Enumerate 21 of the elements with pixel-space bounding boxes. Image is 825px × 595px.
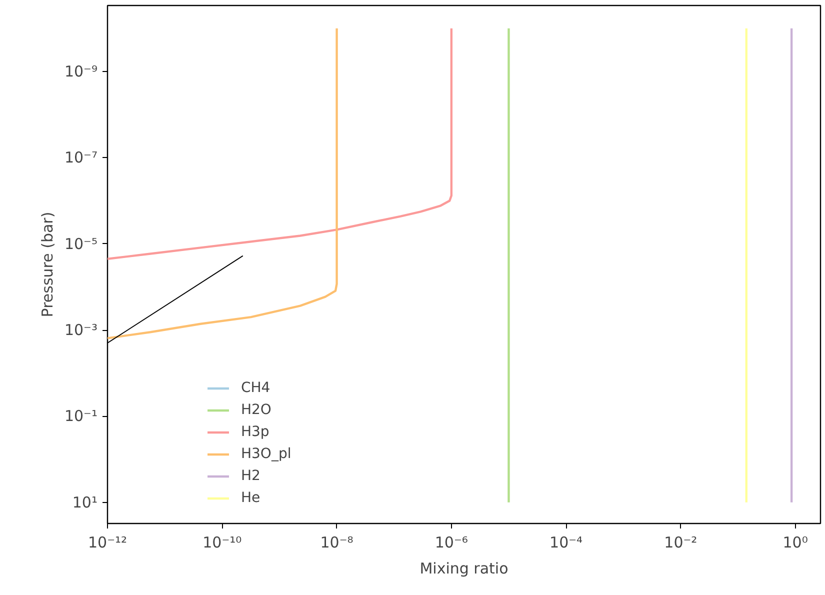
y-tick-label: 10⁻³: [64, 321, 98, 340]
legend-label: H2: [241, 468, 261, 484]
legend-label: CH4: [241, 380, 270, 396]
legend-label: He: [241, 490, 261, 506]
x-tick-label: 10⁻¹²: [88, 534, 128, 552]
x-tick-label: 10⁰: [782, 534, 808, 552]
legend-label: H3O_pl: [241, 446, 292, 462]
y-tick-label: 10⁻⁷: [64, 148, 98, 167]
y-tick-label: 10⁻⁵: [64, 234, 98, 253]
x-tick-label: 10⁻⁴: [550, 534, 583, 552]
x-axis-title: Mixing ratio: [420, 560, 508, 578]
x-tick-label: 10⁻²: [664, 534, 698, 552]
y-tick-label: 10⁻⁹: [64, 62, 98, 80]
legend-label: H3p: [241, 424, 270, 440]
y-tick-label: 10⁻¹: [64, 407, 98, 426]
x-tick-label: 10⁻⁶: [434, 534, 468, 552]
legend-label: H2O: [241, 402, 272, 418]
x-tick-label: 10⁻⁸: [320, 534, 354, 552]
y-axis-title: Pressure (bar): [38, 212, 56, 318]
x-tick-label: 10⁻¹⁰: [202, 534, 242, 552]
y-tick-label: 10¹: [72, 493, 98, 512]
